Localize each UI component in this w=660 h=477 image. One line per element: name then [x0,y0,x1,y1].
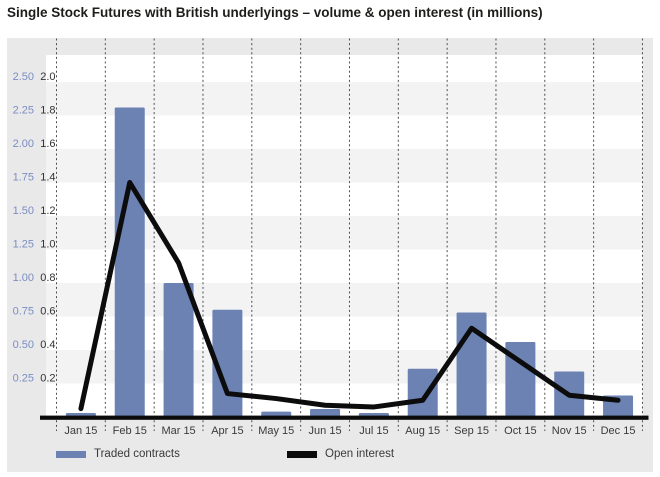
y-tick-black-0.2: 0.2 [40,372,55,384]
x-axis-line [40,415,649,420]
x-tick-dec-15: Dec 15 [601,425,636,437]
y-tick-blue-2.25: 2.25 [13,104,34,116]
y-tick-blue-0.25: 0.25 [13,372,34,384]
x-axis [40,415,649,420]
y-tick-blue-2.50: 2.50 [13,71,34,83]
x-tick-jan-15: Jan 15 [64,425,97,437]
grid-band [46,316,643,350]
legend-item-traded-contracts: Traded contracts [56,448,180,460]
bar-oct-15 [505,341,536,417]
bar-jun-15 [310,408,341,417]
x-tick-jun-15: Jun 15 [309,425,342,437]
y-tick-black-1.2: 1.2 [40,205,55,217]
open-interest-line-path [78,180,621,412]
y-tick-black-1.4: 1.4 [40,171,55,183]
y-tick-black-1.0: 1.0 [40,238,55,250]
bar-apr-15 [212,309,243,417]
y-axis-labels: 0.25 0.2 0.50 0.4 0.75 0.6 1.00 0.8 1.25 1.0 1.50 1… [13,71,56,385]
x-tick-nov-15: Nov 15 [552,425,587,437]
open-interest-swatch [287,450,317,458]
x-tick-aug-15: Aug 15 [405,425,440,437]
legend-item-open-interest: Open interest [287,448,394,460]
y-tick-black-2.0: 2.0 [40,71,55,83]
traded-contracts-swatch [56,450,86,458]
y-tick-blue-1.75: 1.75 [13,171,34,183]
grid-band [46,283,643,317]
y-tick-blue-2.00: 2.00 [13,138,34,150]
bar-feb-15 [114,107,145,418]
x-tick-oct-15: Oct 15 [504,425,536,437]
y-tick-blue-1.25: 1.25 [13,238,34,250]
plot-bands [46,55,643,417]
x-axis-labels: Jan 15 Feb 15 Mar 15 Apr 15 May 15 Jun 15 Jul … [64,425,635,437]
y-tick-black-1.8: 1.8 [40,104,55,116]
grid-band [46,383,643,417]
y-tick-blue-1.00: 1.00 [13,272,34,284]
bar-aug-15 [407,368,438,417]
chart-title: Single Stock Futures with British underl… [7,5,543,20]
month-gridlines [56,38,643,431]
legend-label-traded-contracts: Traded contracts [94,448,180,460]
grid-band [46,82,643,116]
legend-label-open-interest: Open interest [325,448,395,460]
grid-band [46,115,643,149]
y-tick-black-0.6: 0.6 [40,305,55,317]
x-tick-may-15: May 15 [258,425,294,437]
y-tick-black-0.4: 0.4 [40,339,55,351]
x-tick-jul-15: Jul 15 [359,425,388,437]
x-tick-feb-15: Feb 15 [113,425,147,437]
y-tick-black-1.6: 1.6 [40,138,55,150]
y-tick-blue-0.50: 0.50 [13,339,34,351]
y-tick-blue-1.50: 1.50 [13,205,34,217]
y-tick-blue-0.75: 0.75 [13,305,34,317]
bar-mar-15 [163,283,194,417]
grid-band [46,249,643,283]
y-tick-black-0.8: 0.8 [40,272,55,284]
x-tick-apr-15: Apr 15 [211,425,243,437]
grid-band [46,149,643,183]
x-tick-mar-15: Mar 15 [161,425,195,437]
grid-band [46,216,643,250]
x-tick-sep-15: Sep 15 [454,425,489,437]
open-interest-line [78,180,621,412]
grid-band [46,55,643,82]
